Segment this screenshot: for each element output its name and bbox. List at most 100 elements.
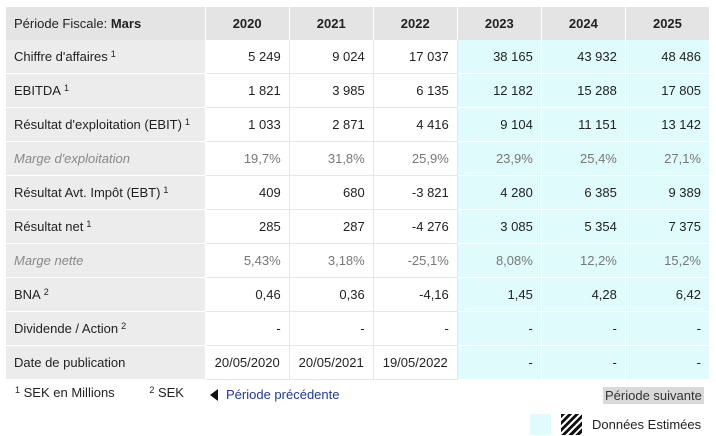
footnote-marker: 2 [43, 287, 49, 297]
table-cell: 25,9% [373, 141, 458, 176]
row-label: BNA 2 [6, 277, 206, 312]
legend-label: Données Estimées [592, 417, 702, 432]
table-cell: 287 [289, 209, 374, 244]
table-cell: 11 151 [541, 107, 626, 142]
table-cell: 15 288 [541, 73, 626, 108]
table-cell: - [541, 311, 626, 346]
table-cell: 25,4% [541, 141, 626, 176]
table-cell: - [373, 311, 458, 346]
row-label: Date de publication [6, 345, 206, 380]
table-row: Résultat net 1 285 287 -4 276 3 085 5 354 7 375 [6, 209, 711, 244]
table-cell: 4 280 [457, 175, 542, 210]
table-cell: 3,18% [289, 243, 374, 278]
table-row: EBITDA 1 1 821 3 985 6 135 12 182 15 288 17 805 [6, 73, 711, 108]
table-cell: 3 985 [289, 73, 374, 108]
footnote-2-text: SEK [157, 385, 184, 400]
table-cell: 15,2% [625, 243, 711, 278]
table-cell: - [205, 311, 290, 346]
next-period-button[interactable]: Période suivante [603, 387, 704, 404]
row-label: Dividende / Action 2 [6, 311, 206, 346]
table-cell: - [541, 345, 626, 380]
row-label: Résultat d'exploitation (EBIT) 1 [6, 107, 206, 142]
row-label-text: Chiffre d'affaires [14, 49, 108, 64]
table-cell: 0,36 [289, 277, 374, 312]
table-row: BNA 2 0,46 0,36 -4,16 1,45 4,28 6,42 [6, 277, 711, 312]
table-cell: 0,46 [205, 277, 290, 312]
previous-period-label: Période précédente [226, 387, 340, 402]
table-cell: 9 389 [625, 175, 711, 210]
table-cell: 19/05/2022 [373, 345, 458, 380]
table-cell: 38 165 [457, 40, 542, 74]
table-cell: - [457, 311, 542, 346]
table-cell: 6,42 [625, 277, 711, 312]
row-label-text: Marge nette [14, 253, 84, 268]
row-label-text: BNA [14, 287, 41, 302]
estimated-swatch-icon [530, 414, 551, 435]
table-cell: -4 276 [373, 209, 458, 244]
footnote-marker: 1 [63, 83, 69, 93]
table-cell: 3 085 [457, 209, 542, 244]
year-header: 2020 [205, 7, 290, 40]
table-row: Marge nette 5,43% 3,18% -25,1% 8,08% 12,2% 15,… [6, 243, 711, 278]
table-cell: 31,8% [289, 141, 374, 176]
row-label-text: Marge d'exploitation [14, 151, 130, 166]
previous-period-link[interactable]: Période précédente [210, 387, 339, 402]
row-label: Chiffre d'affaires 1 [6, 40, 206, 74]
triangle-left-icon [210, 389, 218, 401]
table-cell: - [289, 311, 374, 346]
row-label: Marge nette [6, 243, 206, 278]
table-cell: 680 [289, 175, 374, 210]
table-cell: -3 821 [373, 175, 458, 210]
financial-table: Période Fiscale: Mars 2020 2021 2022 202… [6, 7, 711, 380]
table-cell: 48 486 [625, 40, 711, 74]
fiscal-period-label: Période Fiscale: [14, 16, 108, 31]
footnote-marker: 1 [110, 49, 116, 59]
footnote-1-number: 1 [15, 385, 21, 395]
table-cell: 12 182 [457, 73, 542, 108]
row-label-text: Dividende / Action [14, 321, 119, 336]
row-label: EBITDA 1 [6, 73, 206, 108]
year-header: 2023 [457, 7, 542, 40]
table-cell: 43 932 [541, 40, 626, 74]
table-cell: 5,43% [205, 243, 290, 278]
footnote-marker: 1 [163, 185, 169, 195]
table-cell: 4 416 [373, 107, 458, 142]
table-cell: 27,1% [625, 141, 711, 176]
row-label-text: Résultat net [14, 219, 84, 234]
table-cell: - [457, 345, 542, 380]
table-cell: 20/05/2021 [289, 345, 374, 380]
row-label: Résultat Avt. Impôt (EBT) 1 [6, 175, 206, 210]
table-cell: 5 354 [541, 209, 626, 244]
table-cell: 5 249 [205, 40, 290, 74]
footnote-1-text: SEK en Millions [23, 385, 115, 400]
table-cell: 285 [205, 209, 290, 244]
year-header: 2021 [289, 7, 374, 40]
table-cell: 12,2% [541, 243, 626, 278]
year-header: 2022 [373, 7, 458, 40]
table-cell: 9 104 [457, 107, 542, 142]
table-row: Dividende / Action 2- - - - - - [6, 311, 711, 346]
hatched-swatch-icon [561, 414, 582, 435]
table-cell: 23,9% [457, 141, 542, 176]
table-row: Marge d'exploitation 19,7% 31,8% 25,9% 23,9%… [6, 141, 711, 176]
legend: Données Estimées [530, 414, 701, 435]
header-row: Période Fiscale: Mars 2020 2021 2022 202… [6, 7, 711, 40]
row-label-text: EBITDA [14, 83, 61, 98]
row-label-text: Résultat Avt. Impôt (EBT) [14, 185, 161, 200]
table-row: Date de publication 20/05/2020 20/05/2021 1… [6, 345, 711, 380]
year-header: 2024 [541, 7, 626, 40]
footnote-1: 1 SEK en Millions [12, 385, 129, 400]
table-cell: -25,1% [373, 243, 458, 278]
table-body: Chiffre d'affaires 1 5 249 9 024 17 037 38 16… [6, 40, 711, 380]
table-cell: - [625, 311, 711, 346]
table-cell: - [625, 345, 711, 380]
table-cell: 17 805 [625, 73, 711, 108]
table-cell: 409 [205, 175, 290, 210]
row-label-text: Date de publication [14, 355, 126, 370]
table-cell: 13 142 [625, 107, 711, 142]
row-label-text: Résultat d'exploitation (EBIT) [14, 117, 182, 132]
table-cell: 8,08% [457, 243, 542, 278]
footnote-marker: 1 [184, 117, 190, 127]
table-cell: 1 821 [205, 73, 290, 108]
table-cell: 7 375 [625, 209, 711, 244]
